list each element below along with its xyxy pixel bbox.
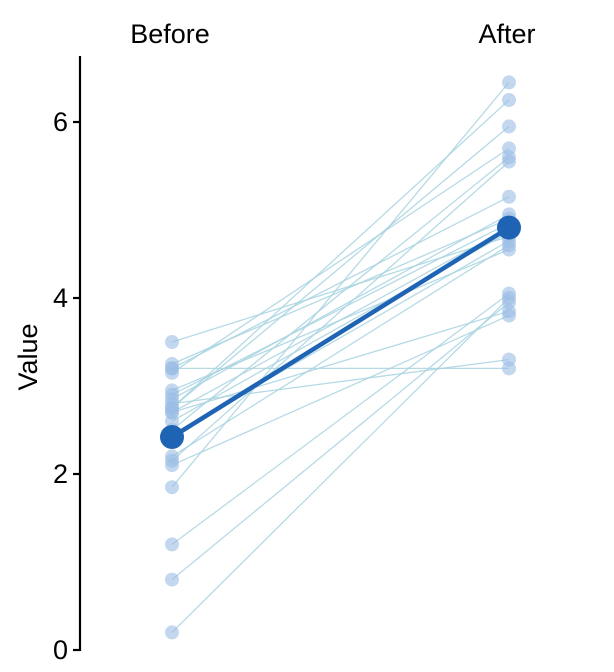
pair-line-11 bbox=[171, 310, 510, 414]
point-after-13 bbox=[502, 119, 516, 134]
pair-line-0 bbox=[171, 297, 510, 633]
pair-line-8 bbox=[171, 156, 510, 431]
mean-line bbox=[169, 225, 512, 440]
pair-line-18 bbox=[171, 147, 510, 374]
pair-line-13 bbox=[171, 125, 510, 409]
point-before-22 bbox=[165, 335, 179, 349]
y-tick-label-4: 4 bbox=[53, 283, 68, 313]
pair-line-22 bbox=[171, 235, 510, 343]
point-before-0 bbox=[165, 625, 179, 640]
y-tick-label-2: 2 bbox=[53, 459, 68, 489]
point-after-17 bbox=[502, 242, 516, 257]
point-before-21 bbox=[165, 357, 179, 371]
point-before-17 bbox=[165, 383, 179, 398]
point-before-3 bbox=[165, 480, 179, 495]
pair-points-group bbox=[165, 75, 516, 640]
category-label-before: Before bbox=[130, 19, 210, 49]
y-tick-label-0: 0 bbox=[53, 635, 68, 665]
y-tick-label-6: 6 bbox=[53, 107, 68, 137]
pair-line-1 bbox=[171, 301, 510, 581]
point-before-1 bbox=[165, 572, 179, 587]
category-labels: Before After bbox=[130, 19, 535, 49]
pair-lines-group bbox=[171, 81, 510, 633]
y-axis-title: Value bbox=[13, 323, 43, 390]
mean-point-after bbox=[497, 215, 521, 240]
point-after-18 bbox=[502, 141, 516, 156]
point-before-6 bbox=[165, 449, 179, 464]
category-label-after: After bbox=[478, 19, 535, 49]
pair-line-14 bbox=[171, 358, 510, 405]
mean-point-before bbox=[160, 425, 184, 450]
point-after-12 bbox=[502, 93, 516, 107]
pair-line-12 bbox=[171, 99, 510, 409]
pair-line-17 bbox=[171, 249, 510, 391]
point-before-2 bbox=[165, 537, 179, 552]
pair-line-2 bbox=[171, 293, 510, 545]
point-after-11 bbox=[502, 304, 516, 319]
point-after-3 bbox=[502, 75, 516, 90]
point-after-19 bbox=[502, 361, 516, 376]
point-after-20 bbox=[502, 189, 516, 204]
point-after-2 bbox=[502, 286, 516, 301]
mean-group bbox=[160, 215, 521, 450]
pair-line-5 bbox=[171, 161, 510, 462]
pair-line-6 bbox=[171, 244, 510, 457]
pair-line-15 bbox=[171, 213, 510, 400]
pair-line-21 bbox=[171, 218, 510, 365]
pair-line-4 bbox=[171, 315, 510, 466]
pair-line-16 bbox=[171, 222, 510, 396]
y-axis: 0 2 4 6 bbox=[53, 56, 82, 665]
pair-line-3 bbox=[171, 81, 510, 488]
